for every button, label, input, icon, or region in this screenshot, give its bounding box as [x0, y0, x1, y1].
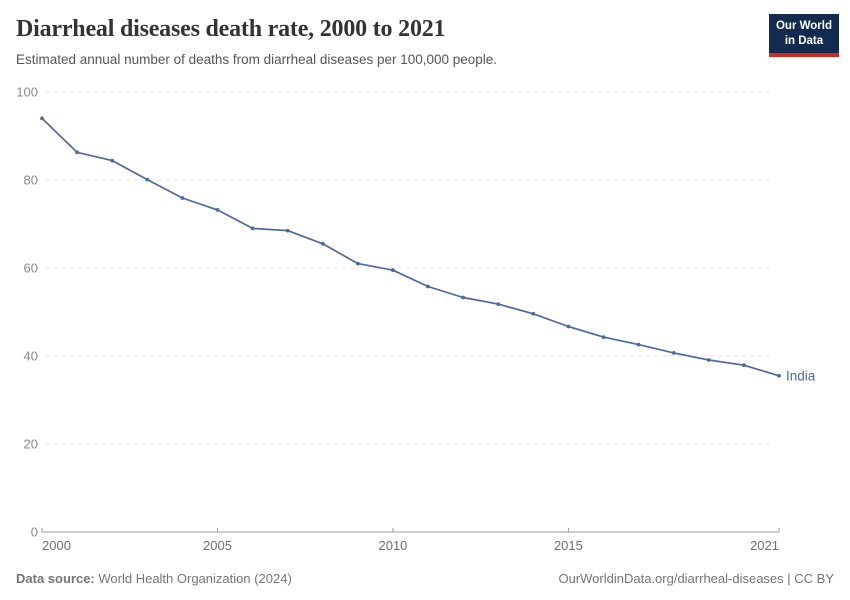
owid-logo-line1: Our World [775, 20, 832, 32]
chart-title: Diarrheal diseases death rate, 2000 to 2… [16, 16, 446, 42]
data-point-marker [285, 228, 290, 233]
data-point-marker [391, 268, 395, 273]
data-point-marker [356, 261, 360, 266]
data-point-marker [320, 241, 325, 246]
y-axis-tick-label: 100 [16, 85, 38, 100]
data-point-marker [250, 226, 255, 231]
data-point-marker [180, 196, 185, 200]
y-axis-tick-label: 20 [24, 437, 38, 452]
data-point-marker [496, 302, 501, 306]
data-point-marker [461, 295, 465, 300]
data-point-marker [742, 363, 746, 368]
y-axis-tick-label: 40 [24, 349, 38, 364]
data-point-marker [426, 284, 430, 289]
data-point-marker [215, 208, 220, 212]
data-point-marker [75, 150, 79, 155]
x-axis-tick-label: 2021 [750, 538, 779, 553]
x-axis-tick-label: 2000 [42, 538, 71, 553]
data-point-marker [601, 335, 606, 339]
y-axis-tick-label: 0 [31, 525, 38, 540]
y-axis-tick-label: 60 [24, 261, 38, 276]
series-line-india [41, 117, 780, 377]
data-point-marker [671, 351, 676, 355]
data-point-marker [110, 158, 115, 163]
data-point-marker [40, 116, 44, 121]
data-point-marker [706, 358, 711, 362]
x-axis-tick-label: 2015 [554, 538, 583, 553]
x-axis-tick-label: 2010 [378, 538, 407, 553]
data-source-label: Data source: [16, 571, 95, 586]
chart-subtitle: Estimated annual number of deaths from d… [16, 52, 498, 67]
attribution-link[interactable]: OurWorldinData.org/diarrheal-diseases | … [558, 571, 834, 586]
series-end-label: India [786, 368, 816, 383]
owid-logo[interactable]: Our World in Data [768, 14, 839, 57]
y-axis-tick-label: 80 [24, 173, 38, 188]
data-point-marker [145, 177, 150, 182]
chart-footer: Data source: World Health Organization (… [16, 571, 834, 586]
data-point-marker [636, 342, 641, 347]
data-source: Data source: World Health Organization (… [16, 571, 292, 586]
owid-logo-line2: in Data [784, 34, 824, 47]
data-point-marker [531, 311, 536, 316]
line-chart: 0 20 40 60 80 100 2000 2005 2010 2015 2021 India [16, 85, 816, 554]
x-axis-tick-label: 2005 [203, 538, 232, 553]
data-point-marker [777, 373, 781, 378]
data-point-marker [566, 324, 571, 329]
data-source-value: World Health Organization (2024) [98, 571, 292, 586]
